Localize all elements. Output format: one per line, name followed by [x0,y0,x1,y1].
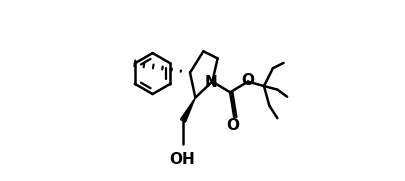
Text: O: O [227,118,240,133]
Text: N: N [205,75,217,90]
Text: OH: OH [170,152,196,167]
Polygon shape [180,98,195,122]
Text: O: O [241,73,254,88]
